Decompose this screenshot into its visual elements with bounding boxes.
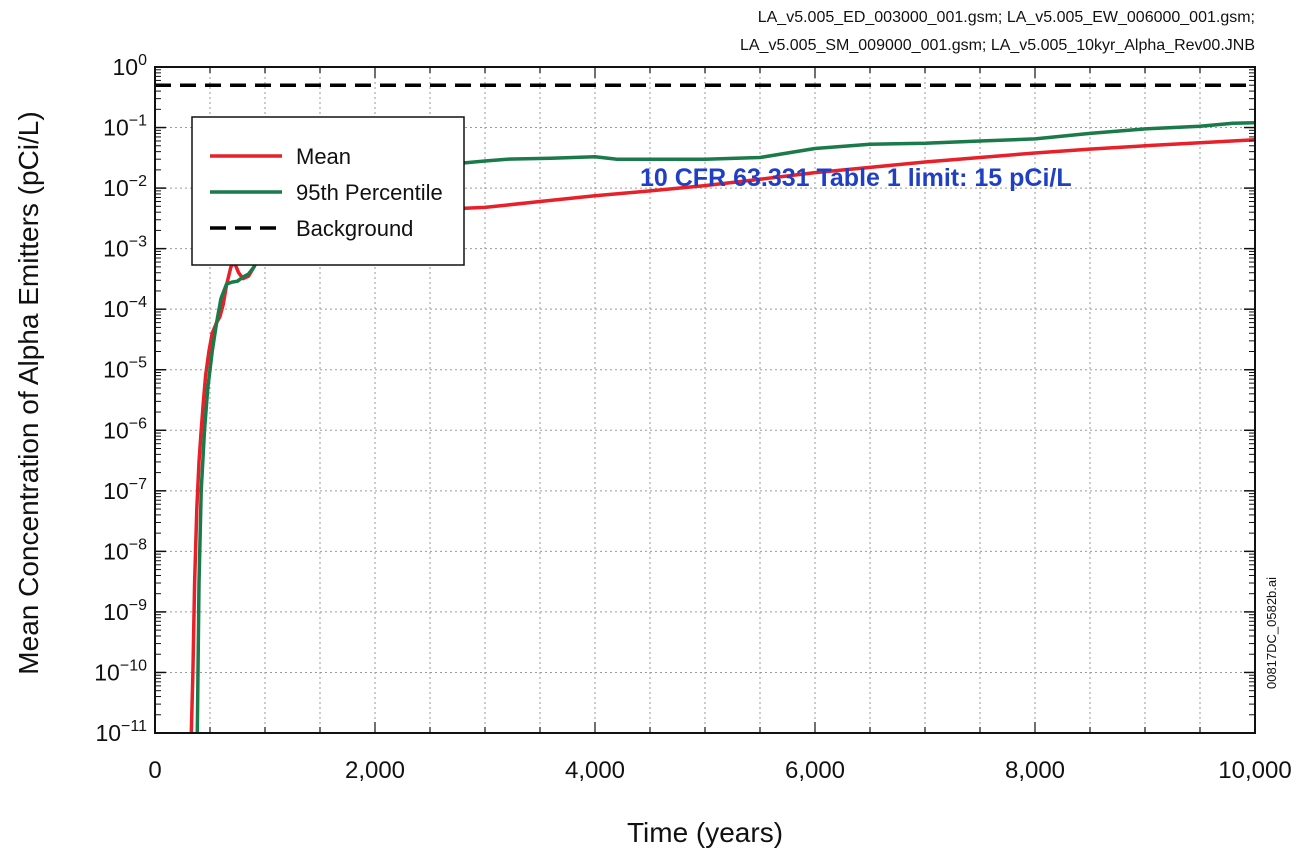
x-tick-label: 0 bbox=[148, 757, 161, 784]
x-axis-label: Time (years) bbox=[627, 817, 783, 848]
x-tick-label: 10,000 bbox=[1218, 757, 1291, 784]
y-tick-label: 100 bbox=[113, 52, 148, 80]
x-tick-label: 4,000 bbox=[565, 757, 625, 784]
y-tick-label: 10−9 bbox=[103, 597, 147, 625]
y-tick-label: 10−4 bbox=[103, 294, 147, 322]
legend-label-background: Background bbox=[296, 216, 413, 241]
file-note-line-1: LA_v5.005_ED_003000_001.gsm; LA_v5.005_E… bbox=[758, 9, 1255, 26]
legend-label-mean: Mean bbox=[296, 144, 351, 169]
legend: Mean 95th Percentile Background bbox=[191, 116, 465, 266]
grid bbox=[155, 67, 1255, 733]
y-tick-label: 10−7 bbox=[103, 476, 147, 504]
x-tick-label: 8,000 bbox=[1005, 757, 1065, 784]
y-axis-label: Mean Concentration of Alpha Emitters (pC… bbox=[13, 111, 44, 674]
limit-annotation: 10 CFR 63.331 Table 1 limit: 15 pCi/L bbox=[640, 164, 1072, 192]
axes bbox=[154, 66, 1256, 734]
side-note: 00817DC_0582b.ai bbox=[1264, 577, 1279, 689]
x-tick-label: 6,000 bbox=[785, 757, 845, 784]
y-tick-label: 10−5 bbox=[103, 355, 147, 383]
tick-labels: 100 10−1 10−2 10−3 10−4 10−5 10−6 10−7 10−8 10−9 1… bbox=[94, 52, 1291, 784]
y-tick-label: 10−3 bbox=[103, 234, 147, 262]
legend-label-95th: 95th Percentile bbox=[296, 180, 443, 205]
y-tick-label: 10−11 bbox=[95, 718, 147, 746]
y-tick-label: 10−1 bbox=[103, 113, 147, 141]
x-tick-label: 2,000 bbox=[345, 757, 405, 784]
y-tick-label: 10−2 bbox=[103, 173, 147, 201]
y-tick-label: 10−6 bbox=[103, 415, 147, 443]
file-note-line-2: LA_v5.005_SM_009000_001.gsm; LA_v5.005_1… bbox=[740, 37, 1255, 54]
y-tick-label: 10−10 bbox=[94, 657, 147, 685]
y-tick-label: 10−8 bbox=[103, 536, 147, 564]
